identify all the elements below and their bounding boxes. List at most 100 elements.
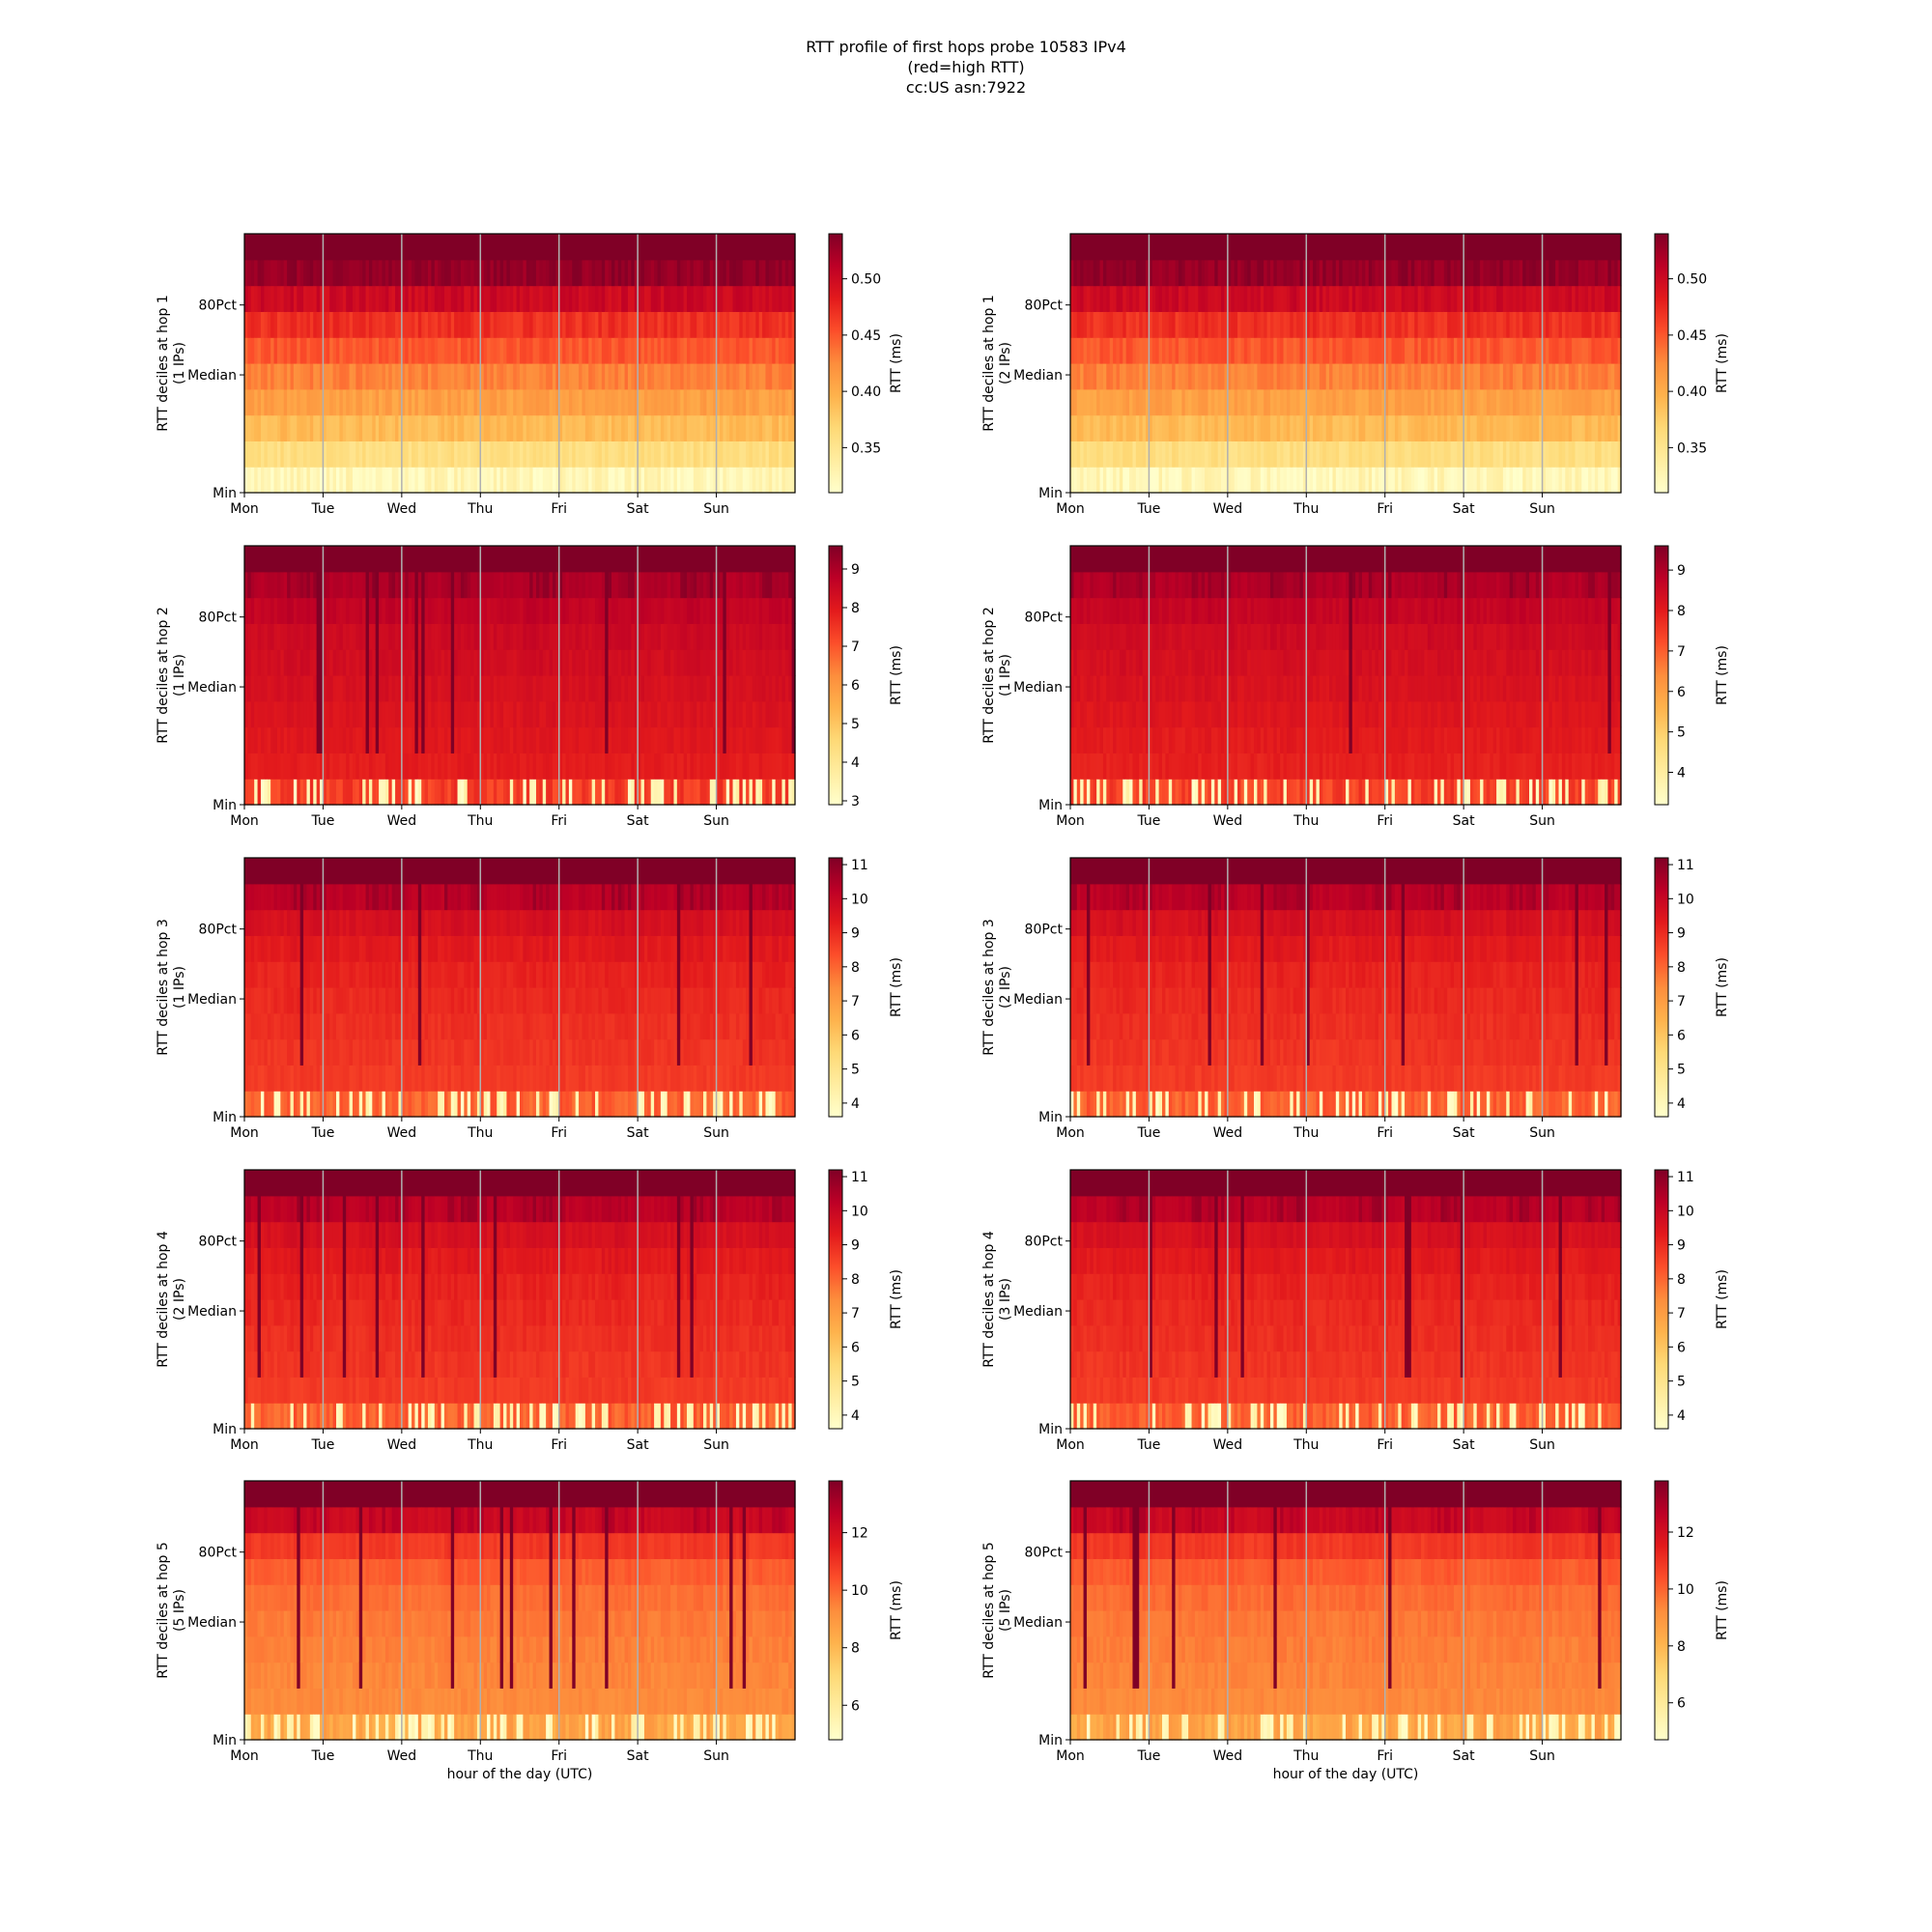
- heatmap-cell: [497, 440, 501, 468]
- heatmap-cell: [1139, 388, 1144, 416]
- heatmap-cell: [287, 285, 292, 312]
- heatmap-cell: [1577, 440, 1582, 468]
- heatmap-cell: [506, 597, 511, 624]
- heatmap-cell: [621, 285, 626, 312]
- heatmap-cell: [526, 259, 530, 287]
- heatmap-cell: [739, 675, 744, 702]
- heatmap-cell: [654, 285, 659, 312]
- heatmap-cell: [412, 571, 416, 599]
- heatmap-cell: [670, 388, 675, 416]
- heatmap-cell: [506, 467, 511, 494]
- heatmap-cell: [676, 700, 681, 728]
- heatmap-cell: [1221, 311, 1226, 338]
- heatmap-cell: [250, 700, 255, 728]
- heatmap-cell: [1273, 363, 1278, 390]
- heatmap-cell: [1201, 311, 1206, 338]
- heatmap-cell: [293, 337, 298, 364]
- heatmap-cell: [1191, 311, 1196, 338]
- heatmap-cell: [349, 234, 354, 261]
- heatmap-cell: [1434, 388, 1438, 416]
- heatmap-cell: [1276, 311, 1281, 338]
- heatmap-cell: [362, 388, 367, 416]
- heatmap-cell: [650, 571, 655, 599]
- heatmap-cell: [417, 623, 422, 650]
- heatmap-cell: [257, 363, 262, 390]
- heatmap-cell: [579, 779, 583, 806]
- heatmap-cell: [624, 467, 629, 494]
- heatmap-cell: [1568, 467, 1573, 494]
- heatmap-cell: [555, 597, 560, 624]
- heatmap-cell: [687, 700, 692, 728]
- heatmap-cell: [683, 675, 688, 702]
- heatmap-cell: [1437, 388, 1441, 416]
- heatmap-cell: [1525, 388, 1530, 416]
- heatmap-cell: [725, 337, 730, 364]
- heatmap-cell: [414, 440, 419, 468]
- heatmap-cell: [687, 753, 692, 780]
- heatmap-cell: [673, 234, 678, 261]
- heatmap-cell: [539, 597, 544, 624]
- heatmap-cell: [1506, 363, 1511, 390]
- heatmap-cell: [513, 623, 518, 650]
- heatmap-cell: [1421, 285, 1426, 312]
- heatmap-cell: [572, 779, 577, 806]
- heatmap-cell: [739, 753, 744, 780]
- heatmap-cell: [546, 546, 551, 573]
- heatmap-cell: [1113, 363, 1118, 390]
- heatmap-cell: [595, 414, 600, 441]
- heatmap-cell: [1293, 414, 1297, 441]
- heatmap-cell: [1398, 388, 1403, 416]
- heatmap-cell: [447, 753, 452, 780]
- heatmap-cell: [1427, 414, 1432, 441]
- heatmap-cell: [1548, 414, 1553, 441]
- heatmap-cell: [1296, 414, 1301, 441]
- heatmap-cell: [723, 700, 727, 728]
- heatmap-cell: [755, 440, 760, 468]
- heatmap-cell: [457, 285, 462, 312]
- heatmap-cell: [758, 467, 763, 494]
- heatmap-cell: [358, 388, 363, 416]
- heatmap-cell: [582, 234, 586, 261]
- x-tick-label: Mon: [230, 501, 259, 517]
- heatmap-cell: [273, 753, 278, 780]
- heatmap-cell: [716, 700, 721, 728]
- heatmap-cell: [716, 623, 721, 650]
- heatmap-cell: [781, 311, 786, 338]
- heatmap-cell: [316, 546, 321, 573]
- heatmap-cell: [693, 597, 697, 624]
- heatmap-cell: [424, 467, 429, 494]
- heatmap-cell: [480, 311, 485, 338]
- heatmap-cell: [1417, 440, 1422, 468]
- heatmap-cell: [523, 311, 527, 338]
- heatmap-cell: [1339, 363, 1344, 390]
- heatmap-cell: [388, 753, 393, 780]
- heatmap-cell: [1273, 285, 1278, 312]
- heatmap-cell: [499, 440, 504, 468]
- heatmap-cell: [332, 649, 337, 676]
- heatmap-cell: [1309, 234, 1314, 261]
- heatmap-cell: [487, 571, 492, 599]
- heatmap-cell: [1568, 363, 1573, 390]
- heatmap-cell: [643, 675, 648, 702]
- heatmap-cell: [1577, 259, 1582, 287]
- heatmap-cell: [680, 753, 685, 780]
- heatmap-cell: [742, 649, 747, 676]
- heatmap-cell: [1162, 440, 1166, 468]
- heatmap-cell: [1450, 234, 1455, 261]
- heatmap-cell: [431, 700, 436, 728]
- heatmap-cell: [320, 234, 325, 261]
- heatmap-cell: [1434, 234, 1438, 261]
- heatmap-cell: [768, 440, 773, 468]
- heatmap-cell: [788, 311, 793, 338]
- heatmap-cell: [1417, 259, 1422, 287]
- heatmap-cell: [539, 414, 544, 441]
- heatmap-cell: [775, 388, 780, 416]
- heatmap-cell: [1099, 363, 1104, 390]
- heatmap-cell: [362, 234, 367, 261]
- heatmap-cell: [375, 726, 380, 753]
- heatmap-cell: [1102, 414, 1107, 441]
- heatmap-cell: [1516, 440, 1520, 468]
- heatmap-cell: [440, 546, 445, 573]
- heatmap-cell: [565, 414, 570, 441]
- heatmap-cell: [552, 467, 556, 494]
